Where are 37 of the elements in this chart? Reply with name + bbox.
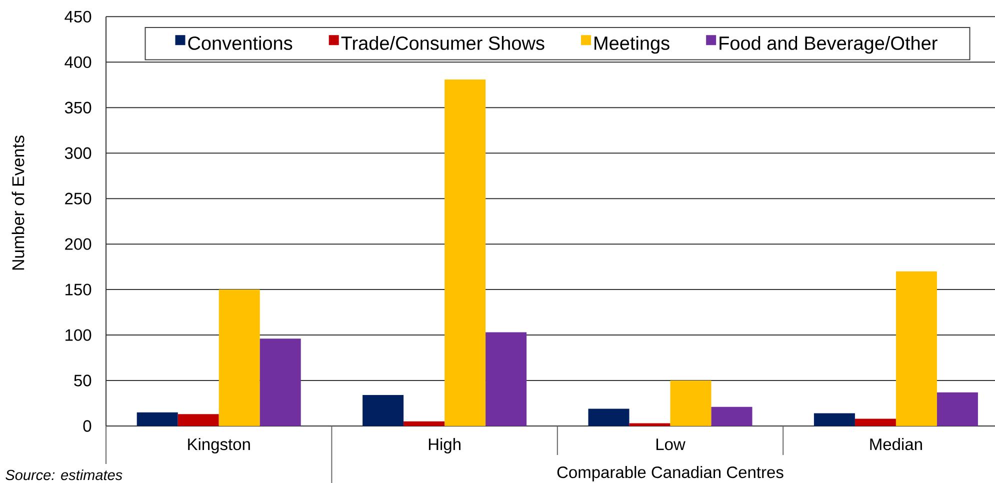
- bar: [854, 418, 896, 426]
- bar: [936, 392, 978, 426]
- y-tick-label: 250: [65, 192, 92, 204]
- legend-label: Meetings: [594, 36, 670, 54]
- legend-label: Food and Beverage/Other: [720, 36, 938, 54]
- bar: [670, 380, 712, 426]
- y-tick-label: 450: [64, 10, 92, 23]
- bar: [362, 395, 404, 426]
- x-tick-label: High: [428, 438, 460, 454]
- y-tick-label: 0: [83, 420, 92, 432]
- x-tick-label: Median: [870, 438, 922, 450]
- bar: [136, 412, 178, 426]
- legend-label: Conventions: [188, 36, 292, 50]
- y-axis-title: Number of Events: [12, 136, 24, 270]
- bar: [711, 406, 752, 426]
- y-tick-label: 150: [66, 284, 92, 296]
- y-tick-label: 200: [65, 238, 92, 250]
- bar: [404, 421, 445, 426]
- y-tick-label: 350: [64, 102, 92, 114]
- x-tick-label: Kingston: [188, 438, 250, 454]
- bar: [814, 413, 855, 426]
- source-note: Source: estimates: [6, 469, 122, 480]
- bar: [486, 332, 527, 426]
- x-axis-title: Comparable Canadian Centres: [557, 466, 784, 482]
- y-tick-label: 300: [64, 147, 92, 159]
- bar: [218, 290, 260, 426]
- bar: [178, 414, 219, 426]
- bar: [629, 423, 670, 426]
- bar: [444, 79, 486, 426]
- x-tick-label: Low: [656, 438, 686, 450]
- y-tick-label: 50: [74, 374, 92, 386]
- y-tick-label: 400: [64, 56, 92, 68]
- y-tick-label: 100: [66, 329, 92, 341]
- legend-label: Trade/Consumer Shows: [341, 36, 544, 50]
- bar: [896, 271, 937, 426]
- bar: [588, 408, 630, 426]
- bar: [260, 338, 301, 426]
